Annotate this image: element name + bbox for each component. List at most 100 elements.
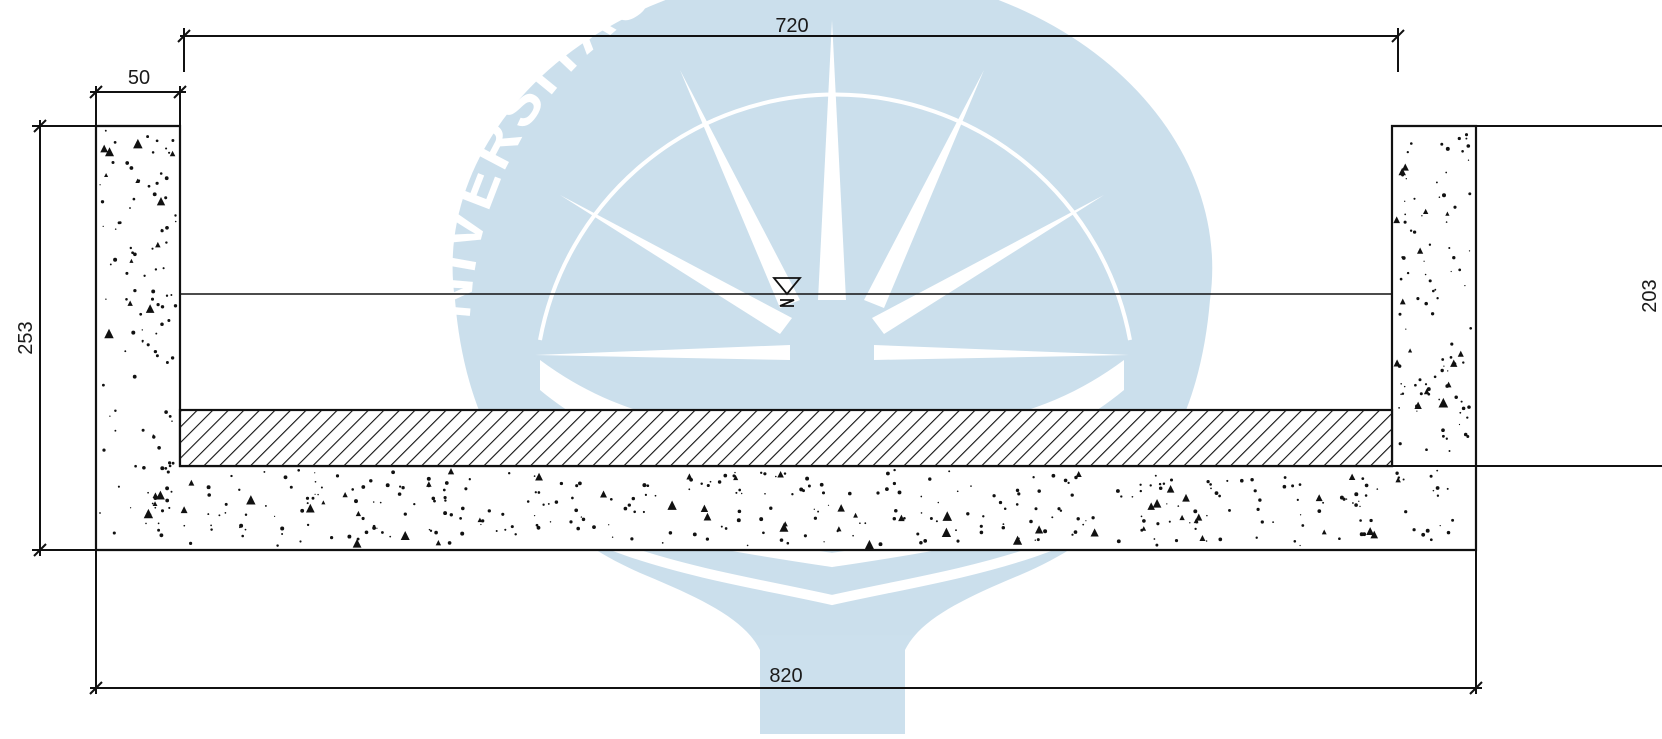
aggregate-speck xyxy=(1449,356,1453,359)
aggregate-speck xyxy=(139,312,143,316)
aggregate-speck xyxy=(152,501,158,507)
aggregate-speck xyxy=(600,490,608,498)
aggregate-speck xyxy=(1369,518,1373,523)
aggregate-speck xyxy=(937,501,940,504)
aggregate-speck xyxy=(1272,521,1275,524)
aggregate-speck xyxy=(533,475,536,477)
aggregate-speck xyxy=(1091,516,1095,520)
aggregate-speck xyxy=(207,493,211,497)
aggregate-speck xyxy=(1418,378,1422,382)
aggregate-speck xyxy=(819,482,824,487)
aggregate-speck xyxy=(101,383,105,387)
aggregate-speck xyxy=(133,252,137,257)
aggregate-speck xyxy=(1070,493,1074,497)
aggregate-speck xyxy=(1293,540,1297,543)
aggregate-speck xyxy=(893,468,896,472)
aggregate-speck xyxy=(1446,530,1451,535)
aggregate-speck xyxy=(1169,478,1174,482)
aggregate-speck xyxy=(165,241,168,244)
aggregate-speck xyxy=(114,429,117,432)
aggregate-speck xyxy=(1398,407,1400,409)
aggregate-speck xyxy=(1037,489,1041,493)
aggregate-speck xyxy=(1298,483,1302,486)
aggregate-speck xyxy=(892,516,897,521)
aggregate-speck xyxy=(1402,478,1405,481)
aggregate-speck xyxy=(1338,537,1341,541)
aggregate-speck xyxy=(1425,528,1430,533)
aggregate-speck xyxy=(160,305,165,309)
aggregate-speck xyxy=(1423,208,1429,215)
aggregate-speck xyxy=(1421,532,1426,537)
aggregate-speck xyxy=(1139,483,1142,486)
aggregate-speck xyxy=(1240,478,1244,483)
aggregate-speck xyxy=(1398,312,1402,316)
aggregate-speck xyxy=(1059,509,1063,512)
aggregate-speck xyxy=(188,479,195,486)
aggregate-speck xyxy=(152,435,156,439)
aggregate-speck xyxy=(1398,167,1406,176)
aggregate-speck xyxy=(104,172,109,178)
aggregate-speck xyxy=(1158,482,1162,486)
aggregate-speck xyxy=(1193,509,1198,514)
aggregate-speck xyxy=(1342,497,1346,501)
concrete-channel-body xyxy=(94,124,1478,552)
aggregate-speck xyxy=(112,531,116,535)
aggregate-speck xyxy=(1401,392,1405,396)
aggregate-speck xyxy=(174,214,177,217)
aggregate-speck xyxy=(559,481,564,486)
aggregate-speck xyxy=(885,471,890,476)
aggregate-speck xyxy=(104,129,107,132)
aggregate-speck xyxy=(1458,268,1462,272)
aggregate-speck xyxy=(1436,494,1440,497)
aggregate-speck xyxy=(403,512,407,516)
aggregate-speck xyxy=(433,499,436,503)
aggregate-speck xyxy=(170,294,173,296)
aggregate-speck xyxy=(1156,522,1160,526)
aggregate-speck xyxy=(289,485,293,489)
aggregate-speck xyxy=(720,525,723,528)
aggregate-speck xyxy=(1434,288,1437,291)
aggregate-speck xyxy=(1063,478,1068,483)
aggregate-speck xyxy=(1206,514,1208,517)
aggregate-speck xyxy=(1002,523,1005,526)
aggregate-speck xyxy=(1255,536,1258,539)
aggregate-speck xyxy=(1032,476,1035,479)
aggregate-speck xyxy=(1057,507,1061,511)
aggregate-speck xyxy=(1034,539,1037,541)
aggregate-speck xyxy=(369,479,373,483)
aggregate-speck xyxy=(1174,539,1179,543)
aggregate-speck xyxy=(1466,144,1471,148)
aggregate-speck xyxy=(692,532,697,537)
aggregate-speck xyxy=(306,523,310,527)
aggregate-speck xyxy=(1142,519,1146,523)
aggregate-speck xyxy=(1076,517,1080,521)
aggregate-speck xyxy=(1450,342,1454,346)
aggregate-speck xyxy=(164,467,168,470)
aggregate-speck xyxy=(352,538,362,548)
aggregate-speck xyxy=(609,497,613,501)
aggregate-speck xyxy=(125,298,128,301)
aggregate-speck xyxy=(554,500,559,504)
aggregate-speck xyxy=(376,527,378,529)
aggregate-speck xyxy=(1447,370,1449,372)
aggregate-speck xyxy=(117,221,121,225)
aggregate-speck xyxy=(894,508,898,513)
aggregate-speck xyxy=(311,496,315,500)
aggregate-speck xyxy=(1438,398,1441,401)
aggregate-speck xyxy=(276,544,279,547)
aggregate-speck xyxy=(1451,518,1455,522)
aggregate-speck xyxy=(372,501,375,503)
aggregate-speck xyxy=(1039,531,1041,533)
aggregate-speck xyxy=(238,488,241,491)
aggregate-speck xyxy=(1120,495,1123,498)
aggregate-speck xyxy=(481,519,485,523)
aggregate-speck xyxy=(168,151,171,154)
aggregate-speck xyxy=(1131,495,1134,498)
aggregate-speck xyxy=(487,509,491,513)
aggregate-speck xyxy=(1468,192,1472,196)
aggregate-speck xyxy=(141,339,144,342)
aggregate-speck xyxy=(1413,197,1416,200)
aggregate-speck xyxy=(1404,213,1407,216)
dimension-label-203: 203 xyxy=(1639,279,1661,312)
aggregate-speck xyxy=(1345,498,1348,500)
